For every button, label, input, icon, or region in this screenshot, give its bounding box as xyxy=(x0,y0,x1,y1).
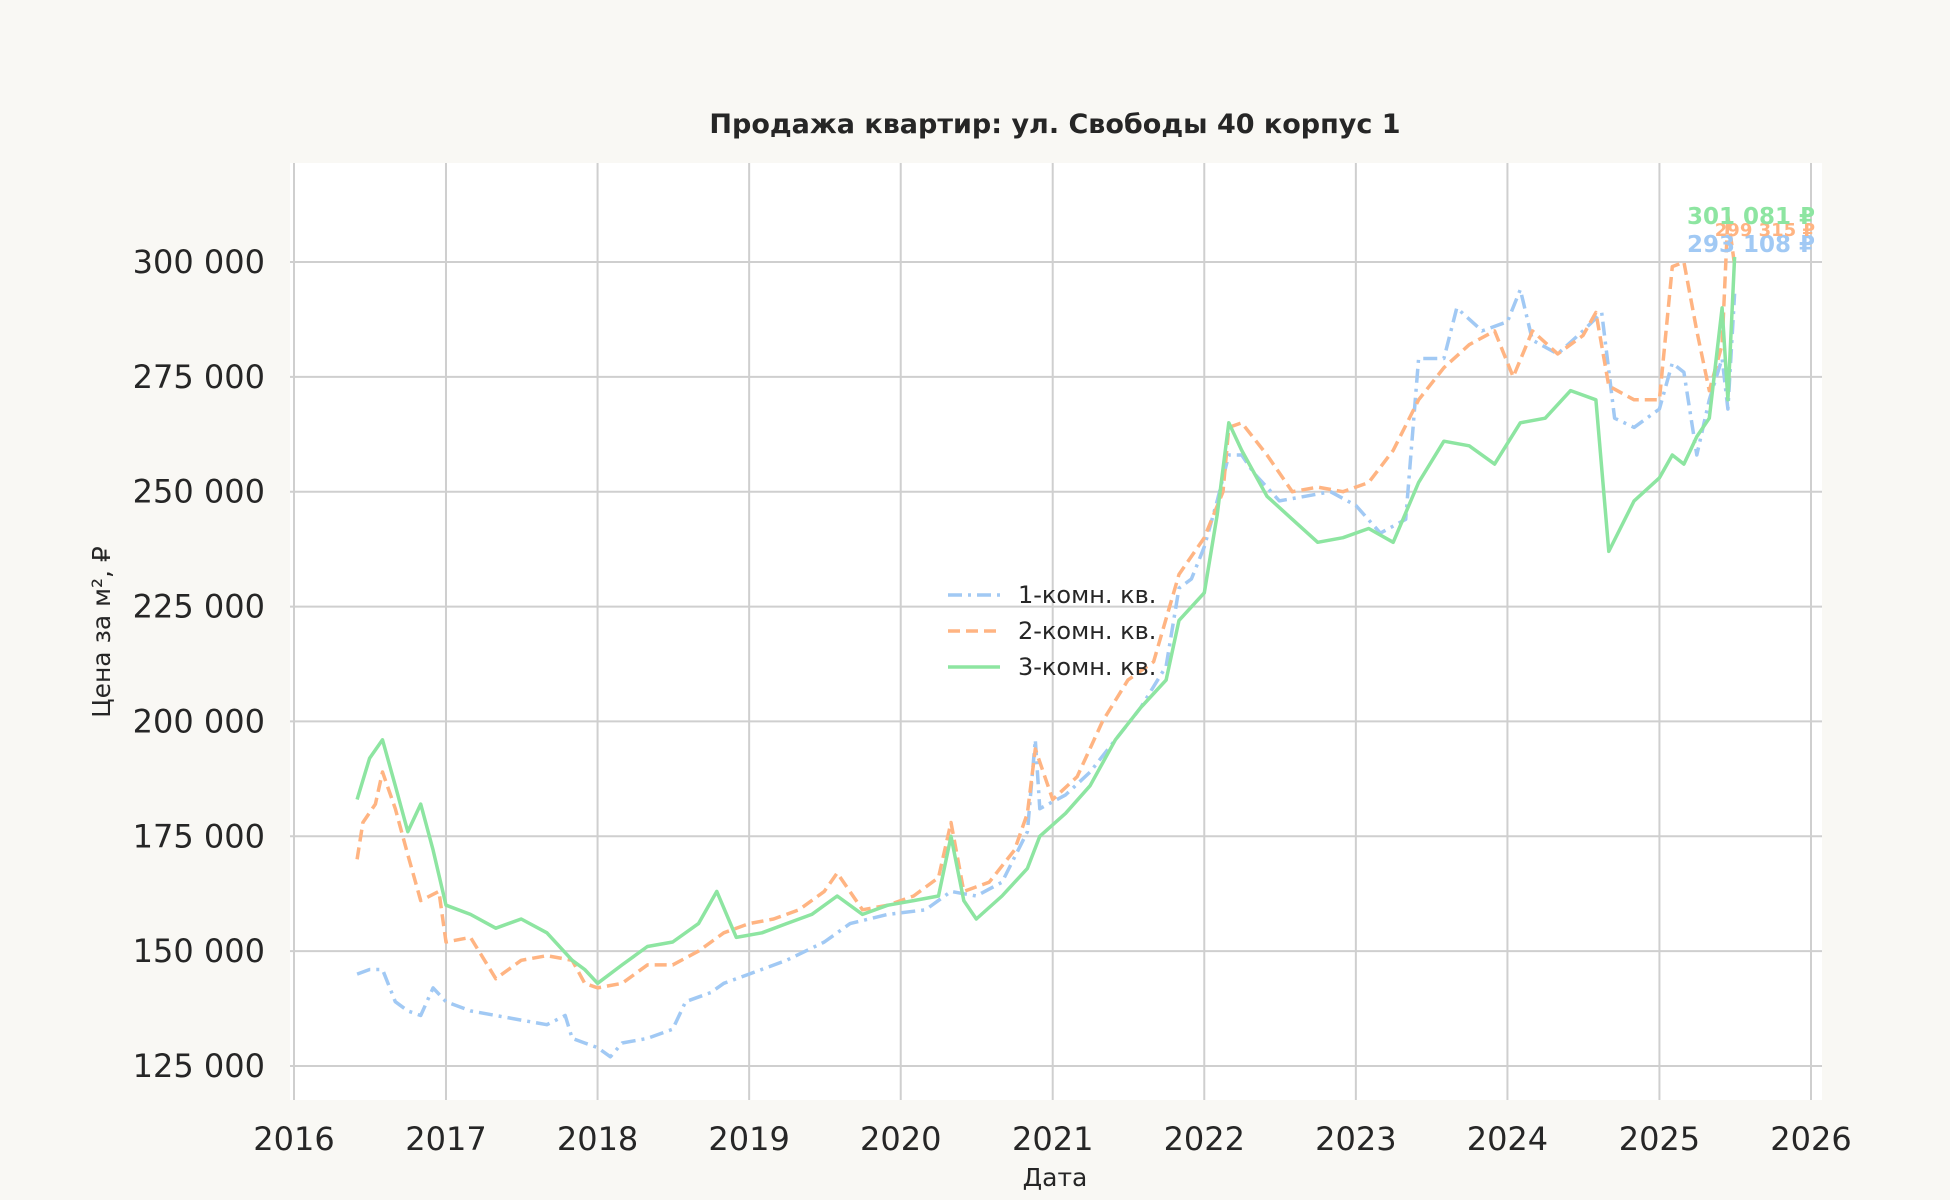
x-tick-label: 2018 xyxy=(557,1120,638,1158)
x-tick-label: 2026 xyxy=(1770,1120,1851,1158)
x-tick-label: 2019 xyxy=(708,1120,789,1158)
chart-title: Продажа квартир: ул. Свободы 40 корпус 1 xyxy=(709,109,1400,140)
x-tick-label: 2016 xyxy=(253,1120,334,1158)
legend: 1-комн. кв. 2-комн. кв. 3-комн. кв. xyxy=(948,581,1156,681)
series-line-3 xyxy=(355,256,1737,986)
y-tick-label: 225 000 xyxy=(133,588,265,626)
x-tick-label: 2017 xyxy=(405,1120,486,1158)
series-line-2 xyxy=(355,214,1737,990)
y-tick-label: 150 000 xyxy=(133,932,265,970)
legend-label: 1-комн. кв. xyxy=(1018,581,1156,609)
x-tick-label: 2023 xyxy=(1315,1120,1396,1158)
x-tick-label: 2022 xyxy=(1164,1120,1245,1158)
y-tick-label: 300 000 xyxy=(133,243,265,281)
last-value-label: 293 108 ₽ xyxy=(1687,232,1815,258)
y-tick-label: 125 000 xyxy=(133,1047,265,1085)
series-lines xyxy=(355,214,1737,1059)
y-axis-label: Цена за м², ₽ xyxy=(87,546,116,718)
x-tick-label: 2021 xyxy=(1012,1120,1093,1158)
legend-label: 2-комн. кв. xyxy=(1018,617,1156,645)
series-line-1 xyxy=(356,287,1737,1059)
legend-label: 3-комн. кв. xyxy=(1018,653,1156,681)
last-value-labels: 293 108 ₽299 315 ₽301 081 ₽ xyxy=(1687,204,1815,258)
last-value-label: 299 315 ₽ xyxy=(1715,220,1815,241)
y-tick-labels: 125 000 150 000 175 000 200 000 225 000 250 0… xyxy=(133,243,265,1085)
x-axis-label: Дата xyxy=(1023,1163,1088,1192)
plot-area xyxy=(290,163,1822,1100)
x-tick-labels: 2016 2017 2018 2019 2020 2021 2022 2023 2024 2025… xyxy=(253,1120,1851,1158)
x-tick-label: 2020 xyxy=(860,1120,941,1158)
x-tick-label: 2025 xyxy=(1619,1120,1700,1158)
y-tick-label: 175 000 xyxy=(133,817,265,855)
last-value-label: 301 081 ₽ xyxy=(1687,204,1815,230)
y-tick-label: 200 000 xyxy=(133,702,265,740)
y-tick-label: 250 000 xyxy=(133,473,265,511)
x-tick-label: 2024 xyxy=(1467,1120,1548,1158)
y-tick-label: 275 000 xyxy=(133,358,265,396)
